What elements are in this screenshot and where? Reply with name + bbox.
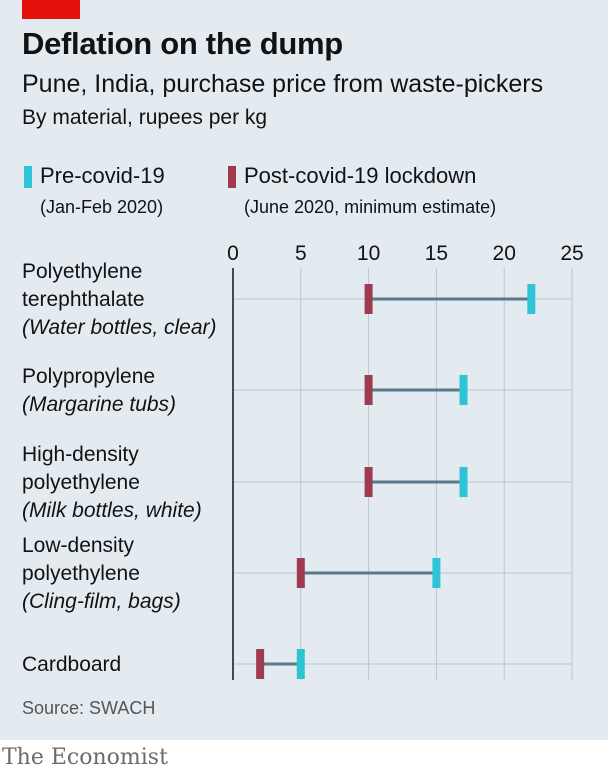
- x-tick-label-5: 5: [295, 242, 307, 265]
- marker-pre-1: [459, 375, 468, 405]
- chart-title: Deflation on the dump: [22, 26, 343, 61]
- category-example-3: (Cling-film, bags): [22, 590, 181, 613]
- marker-post-4: [256, 649, 265, 679]
- category-example-2: (Milk bottles, white): [22, 499, 202, 522]
- category-label-0-line-1: terephthalate: [22, 288, 145, 311]
- dumbbell-chart: 0 5 10 15 20 25 Polyethylene terephthalate (Wate…: [22, 242, 584, 680]
- category-label-3-line-1: polyethylene: [22, 562, 140, 585]
- legend-note-pre: (Jan-Feb 2020): [40, 197, 164, 217]
- x-tick-label-10: 10: [357, 242, 380, 265]
- brand-logo: The Economist: [2, 745, 168, 770]
- marker-post-1: [364, 375, 373, 405]
- x-tick-label-20: 20: [493, 242, 516, 265]
- category-label-0-line-0: Polyethylene: [22, 260, 142, 283]
- marker-post-3: [296, 558, 305, 588]
- x-tick-label-25: 25: [560, 242, 583, 265]
- chart-units-note: By material, rupees per kg: [22, 106, 268, 129]
- legend-label-pre: Pre-covid-19: [40, 163, 165, 188]
- marker-pre-0: [527, 284, 536, 314]
- legend-note-post: (June 2020, minimum estimate): [244, 197, 497, 217]
- marker-pre-3: [432, 558, 441, 588]
- marker-post-0: [364, 284, 373, 314]
- legend-label-post: Post-covid-19 lockdown: [244, 163, 477, 188]
- x-tick-label-0: 0: [227, 242, 239, 265]
- source-note: Source: SWACH: [22, 698, 156, 718]
- marker-pre-4: [296, 649, 305, 679]
- category-label-4-line-0: Cardboard: [22, 653, 121, 676]
- category-label-3-line-0: Low-density: [22, 534, 135, 557]
- legend-swatch-pre: [24, 166, 32, 188]
- category-label-2-line-0: High-density: [22, 443, 139, 466]
- category-label-2-line-1: polyethylene: [22, 471, 140, 494]
- category-label-1-line-0: Polypropylene: [22, 365, 155, 388]
- category-example-1: (Margarine tubs): [22, 393, 176, 416]
- marker-post-2: [364, 467, 373, 497]
- legend-swatch-post: [228, 166, 236, 188]
- chart-panel: [0, 0, 608, 740]
- brand-red-tag: [22, 0, 80, 19]
- x-tick-label-15: 15: [425, 242, 448, 265]
- category-example-0: (Water bottles, clear): [22, 316, 217, 339]
- chart-subtitle: Pune, India, purchase price from waste-p…: [22, 70, 544, 98]
- marker-pre-2: [459, 467, 468, 497]
